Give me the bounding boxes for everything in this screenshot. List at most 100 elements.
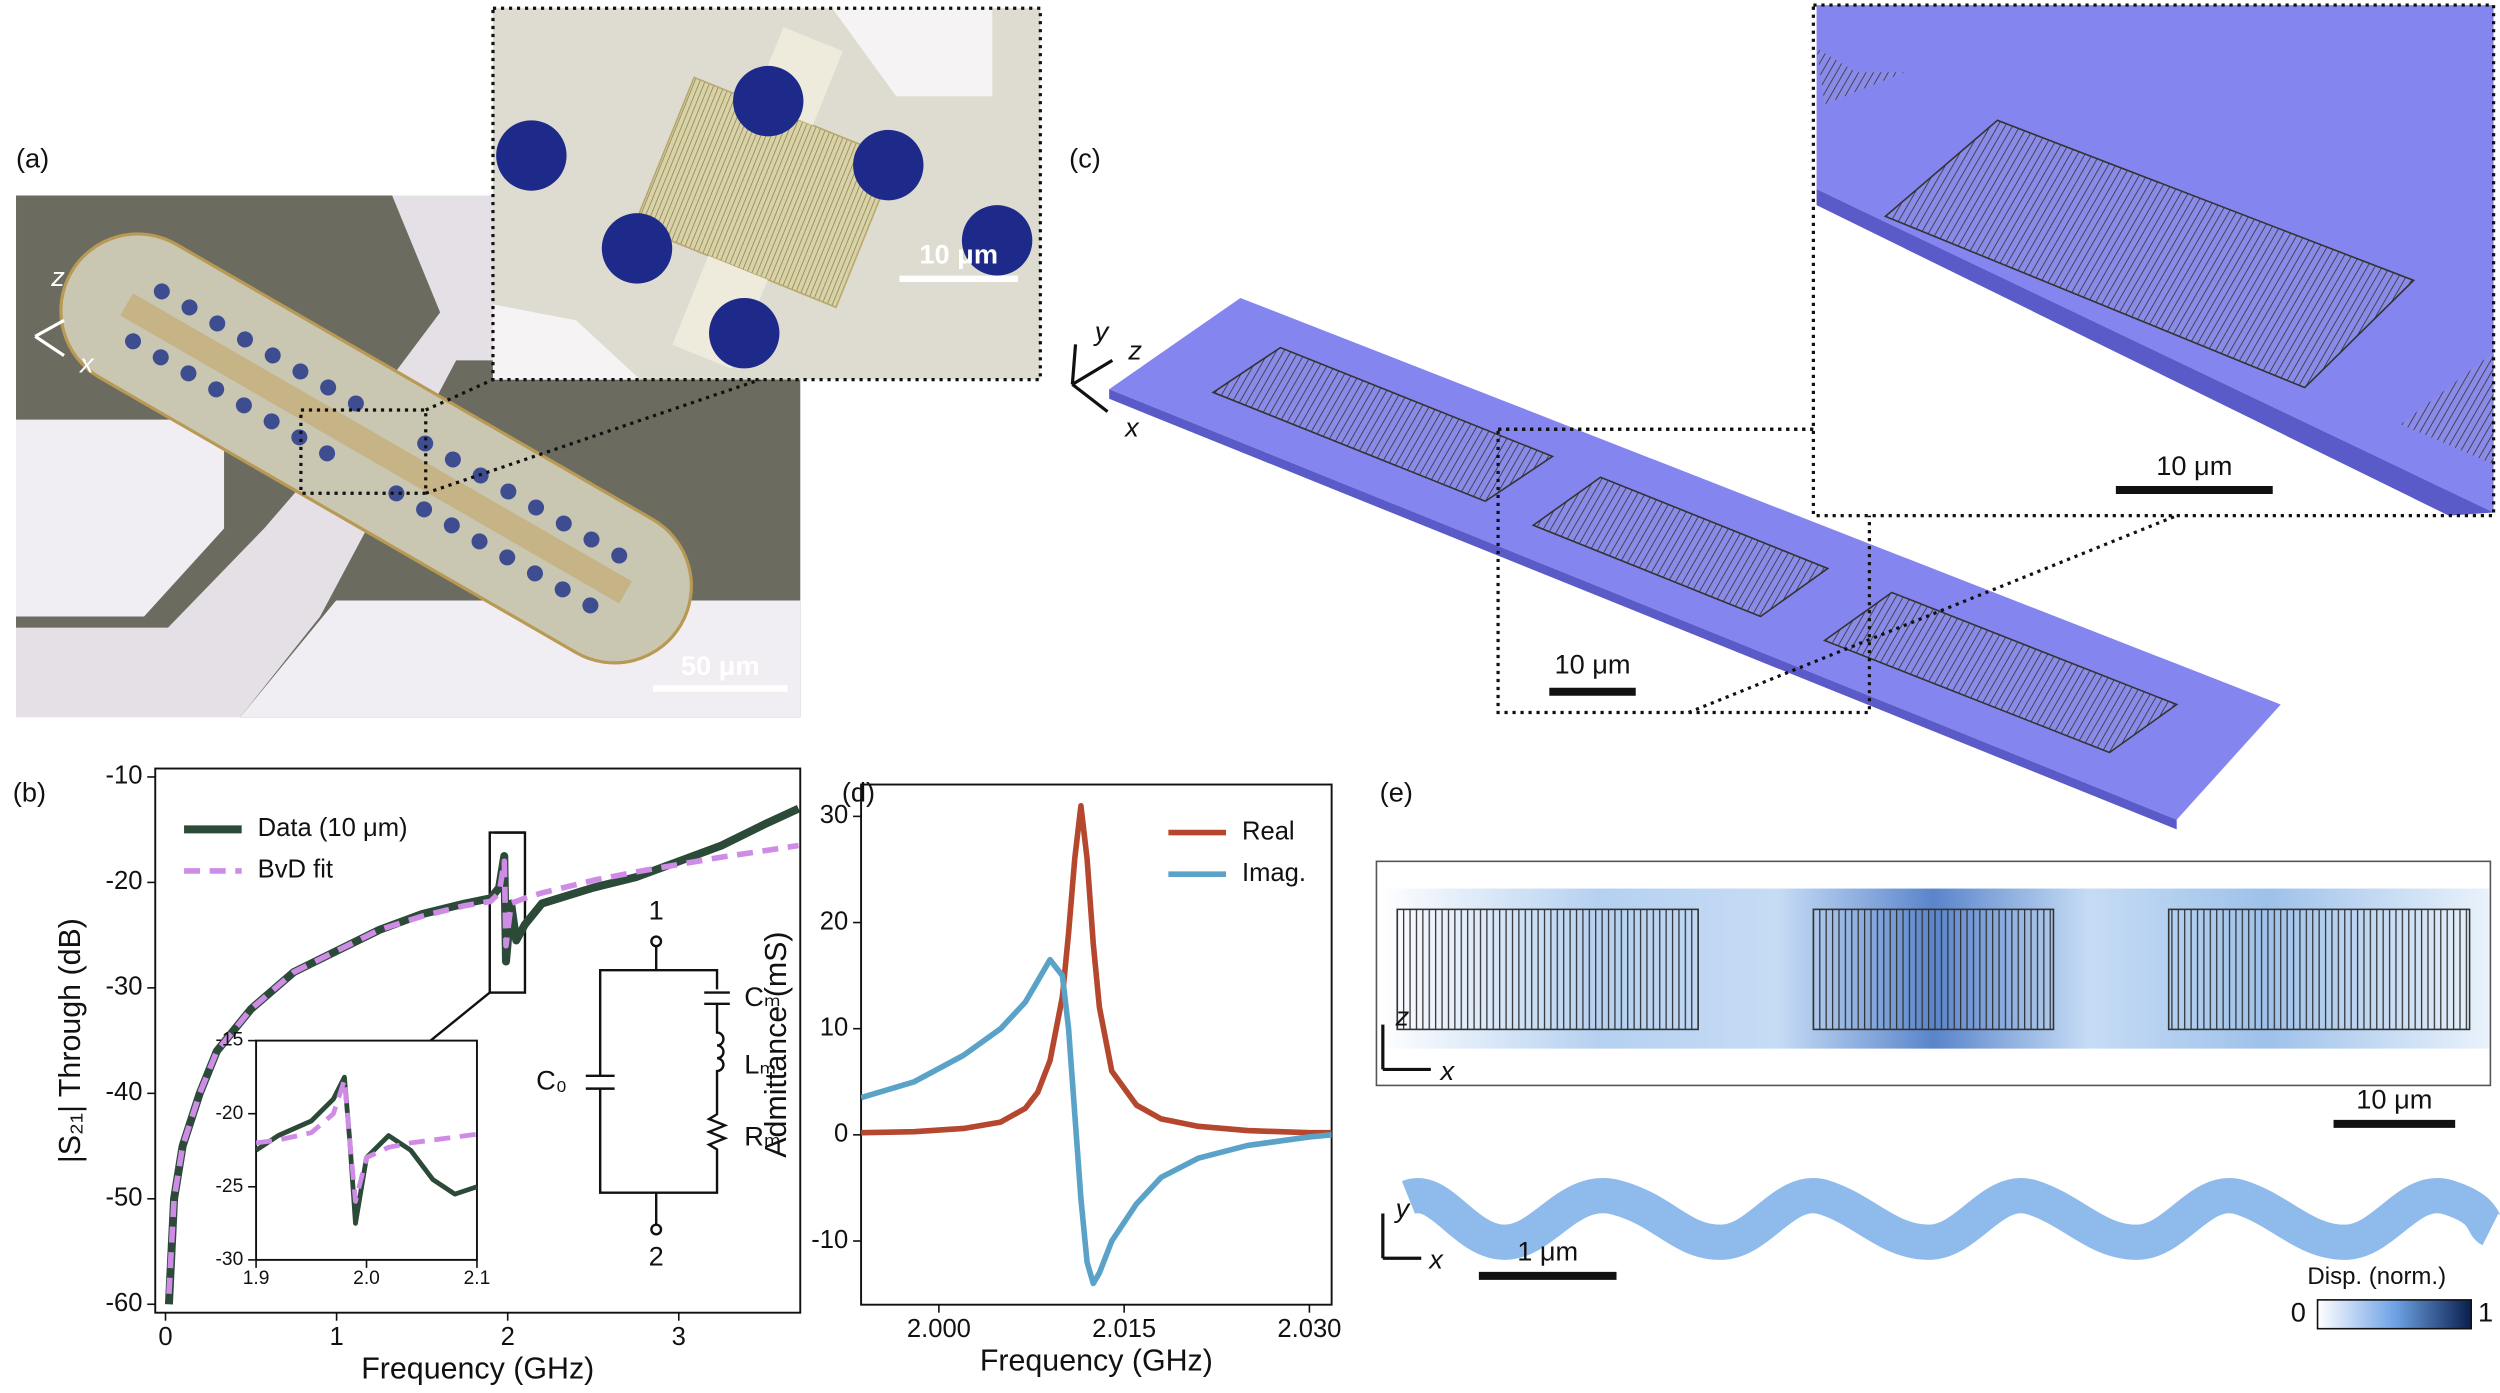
axis-label: x bbox=[1123, 411, 1140, 442]
axis-label: z bbox=[50, 261, 65, 292]
panel-label: (a) bbox=[16, 143, 49, 174]
circuit-label: 1 bbox=[649, 895, 664, 926]
circuit-label: 2 bbox=[649, 1240, 664, 1271]
wire bbox=[598, 968, 719, 1076]
y-tick-label: -60 bbox=[105, 1289, 142, 1317]
colorbar-max: 1 bbox=[2478, 1296, 2493, 1327]
panel-c: (c) y z x 10 μm 10 μm bbox=[1069, 3, 2496, 830]
x-tick-label: 2.000 bbox=[907, 1315, 971, 1343]
via bbox=[496, 65, 1033, 369]
scale-label: 10 μm bbox=[919, 239, 998, 270]
axis-arrow bbox=[1071, 383, 1109, 413]
legend-label: BvD fit bbox=[258, 856, 333, 884]
series-line bbox=[164, 804, 801, 1305]
circuit-label: Lₘ bbox=[744, 1048, 776, 1079]
y-tick-label: -25 bbox=[216, 1176, 244, 1197]
y-axis-label: |S₂₁| Through (dB) bbox=[53, 918, 87, 1163]
axis-arrow bbox=[1070, 344, 1078, 385]
x-tick-label: 1.9 bbox=[243, 1268, 270, 1289]
zoom-line bbox=[425, 378, 761, 495]
legend-label: Data (10 μm) bbox=[258, 814, 408, 842]
panel-label: (d) bbox=[842, 776, 875, 807]
grating bbox=[1531, 476, 1830, 618]
inset-bg bbox=[256, 1040, 477, 1260]
plot-frame bbox=[860, 783, 1333, 1306]
series-line bbox=[256, 1077, 477, 1204]
axis-label: y bbox=[1394, 1192, 1411, 1223]
electrode-cutout bbox=[16, 419, 225, 617]
y-tick-label: -20 bbox=[105, 867, 142, 895]
axis-label: y bbox=[1093, 315, 1110, 346]
inductor-resistor bbox=[598, 1003, 729, 1194]
y-tick-label: -40 bbox=[105, 1078, 142, 1106]
legend-label: Real bbox=[1242, 817, 1295, 845]
mode-shape bbox=[1401, 1178, 2500, 1260]
axis-arrow bbox=[34, 335, 65, 357]
series-line bbox=[256, 1074, 477, 1226]
x-tick-label: 2.030 bbox=[1277, 1315, 1341, 1343]
axis-arrow bbox=[1071, 359, 1114, 386]
axis-arrow bbox=[34, 318, 65, 338]
node bbox=[650, 1223, 663, 1236]
scale-label: 50 μm bbox=[681, 650, 760, 681]
scale-label: 10 μm bbox=[2156, 450, 2232, 481]
scale-label: 10 μm bbox=[1554, 648, 1630, 679]
grating bbox=[2167, 908, 2471, 1031]
axis-label: x bbox=[78, 347, 95, 378]
x-axis-label: Frequency (GHz) bbox=[361, 1351, 594, 1385]
y-tick-label: -50 bbox=[105, 1184, 142, 1212]
pad bbox=[832, 8, 993, 97]
panel-a: (a) z x 50 μm bbox=[16, 6, 1042, 718]
y-tick-label: -30 bbox=[216, 1249, 244, 1270]
slab-edge bbox=[1109, 389, 2177, 830]
panel-label: (c) bbox=[1069, 143, 1101, 174]
colorbar bbox=[2316, 1299, 2472, 1330]
axis-label: x bbox=[1427, 1244, 1444, 1275]
legend-label: Imag. bbox=[1242, 859, 1306, 887]
y-tick-label: -20 bbox=[216, 1103, 244, 1124]
y-tick-label: -10 bbox=[105, 762, 142, 790]
x-axis-label: Frequency (GHz) bbox=[980, 1343, 1213, 1377]
x-tick-label: 1 bbox=[329, 1323, 343, 1351]
x-tick-label: 2.1 bbox=[464, 1268, 491, 1289]
grating bbox=[1396, 908, 1699, 1031]
x-tick-label: 3 bbox=[672, 1323, 686, 1351]
grating bbox=[1822, 591, 2179, 754]
y-tick-label: 30 bbox=[820, 801, 848, 829]
series-line bbox=[861, 802, 1332, 1136]
axis-label: x bbox=[1438, 1055, 1455, 1086]
slab-edge bbox=[1816, 189, 2494, 516]
y-tick-label: -30 bbox=[105, 973, 142, 1001]
x-tick-label: 2.0 bbox=[353, 1268, 380, 1289]
colorbar-min: 0 bbox=[2291, 1296, 2306, 1327]
grating bbox=[1812, 908, 2055, 1031]
scale-label: 1 μm bbox=[1517, 1236, 1578, 1267]
circuit-label: Rₘ bbox=[744, 1120, 781, 1151]
resonator bbox=[59, 232, 693, 665]
scale-label: 10 μm bbox=[2356, 1084, 2432, 1115]
grating bbox=[1211, 346, 1555, 503]
y-tick-label: 10 bbox=[820, 1013, 848, 1041]
axis-label: z bbox=[1127, 335, 1142, 366]
x-tick-label: 2.015 bbox=[1092, 1315, 1156, 1343]
colorbar-title: Disp. (norm.) bbox=[2307, 1263, 2446, 1290]
y-axis-label: Admittance (mS) bbox=[759, 931, 793, 1157]
circuit-label: C₀ bbox=[536, 1064, 567, 1095]
y-tick-label: -15 bbox=[216, 1030, 244, 1051]
x-tick-label: 0 bbox=[158, 1323, 172, 1351]
node bbox=[650, 935, 663, 948]
plot-frame bbox=[154, 767, 802, 1314]
series-line bbox=[861, 956, 1332, 1287]
grating bbox=[1883, 119, 2416, 389]
inset-frame bbox=[491, 6, 1042, 382]
panel-label: (e) bbox=[1380, 776, 1413, 807]
grating bbox=[2400, 352, 2494, 465]
circuit-label: Cₘ bbox=[744, 981, 781, 1012]
axis-label: z bbox=[1395, 1000, 1410, 1031]
inset-frame bbox=[1811, 3, 2496, 518]
panel-label: (b) bbox=[13, 776, 46, 807]
panel-e: (e) z x 10 μm y x 1 μm Disp. (norm.) 0 1 bbox=[1375, 776, 2500, 1330]
y-tick-label: -10 bbox=[811, 1226, 848, 1254]
